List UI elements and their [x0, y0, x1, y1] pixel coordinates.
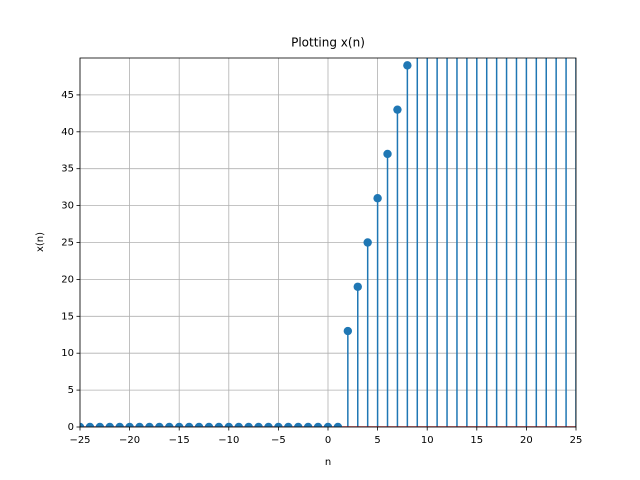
stem-marker	[115, 422, 124, 427]
x-axis-label: n	[325, 457, 331, 468]
stem-marker	[234, 422, 243, 427]
stem-marker	[264, 422, 273, 427]
stem-marker	[303, 422, 313, 427]
stem-marker	[165, 422, 174, 427]
stem-marker	[393, 105, 402, 114]
x-tick-label: −10	[218, 435, 239, 446]
y-tick-label: 20	[61, 274, 74, 285]
stem-marker	[313, 422, 323, 427]
stem-marker	[353, 282, 362, 291]
y-tick-label: 30	[61, 201, 74, 212]
stem-marker	[214, 422, 224, 427]
ticks: −25 −20 −15 −10 −5 0 5 10 15 20 25 0 5 10 15 20 25 30 35 40…	[61, 90, 582, 446]
stem-marker	[194, 422, 204, 427]
stem-marker	[323, 422, 333, 427]
x-tick-label: 0	[325, 435, 331, 446]
x-tick-label: 5	[374, 435, 380, 446]
x-tick-label: −25	[69, 435, 90, 446]
y-tick-label: 5	[68, 385, 74, 396]
stem-marker	[184, 422, 194, 427]
stem-marker	[135, 422, 144, 427]
plot-area	[80, 58, 576, 427]
stem-marker	[274, 422, 283, 427]
x-tick-label: −5	[271, 435, 286, 446]
axes-frame	[79, 57, 577, 428]
stem-marker	[343, 326, 353, 336]
stem-marker	[383, 149, 392, 159]
stem-marker	[403, 61, 412, 70]
chart-title: Plotting x(n)	[291, 36, 365, 50]
stem-marker	[105, 422, 114, 427]
stem-marker	[284, 422, 293, 427]
x-tick-label: 25	[570, 435, 583, 446]
y-tick-label: 40	[61, 127, 74, 138]
y-tick-label: 0	[68, 422, 74, 433]
x-tick-label: −20	[119, 435, 140, 446]
x-tick-label: 10	[421, 435, 434, 446]
stem-marker	[80, 422, 85, 427]
y-tick-label: 45	[61, 90, 74, 101]
stem-marker	[244, 422, 253, 427]
stem-marker	[125, 422, 134, 427]
y-axis-label: x(n)	[35, 232, 46, 252]
stem-marker	[204, 422, 214, 427]
x-tick-label: 20	[520, 435, 533, 446]
stem-marker	[85, 422, 95, 427]
stem-marker	[145, 422, 154, 427]
stem-marker	[363, 238, 372, 247]
stem-marker	[95, 422, 105, 427]
stem-marker	[333, 422, 343, 427]
stem-marker	[373, 194, 382, 203]
y-tick-label: 15	[61, 311, 74, 322]
stem-marker	[254, 422, 263, 427]
y-tick-label: 35	[61, 164, 74, 175]
y-tick-label: 10	[61, 348, 74, 359]
stem-marker	[294, 422, 303, 427]
x-tick-label: 15	[470, 435, 483, 446]
y-tick-label: 25	[61, 238, 74, 249]
stem-marker	[155, 422, 164, 427]
stem-marker	[175, 422, 184, 427]
x-tick-label: −15	[169, 435, 190, 446]
stem-marker	[224, 422, 233, 427]
